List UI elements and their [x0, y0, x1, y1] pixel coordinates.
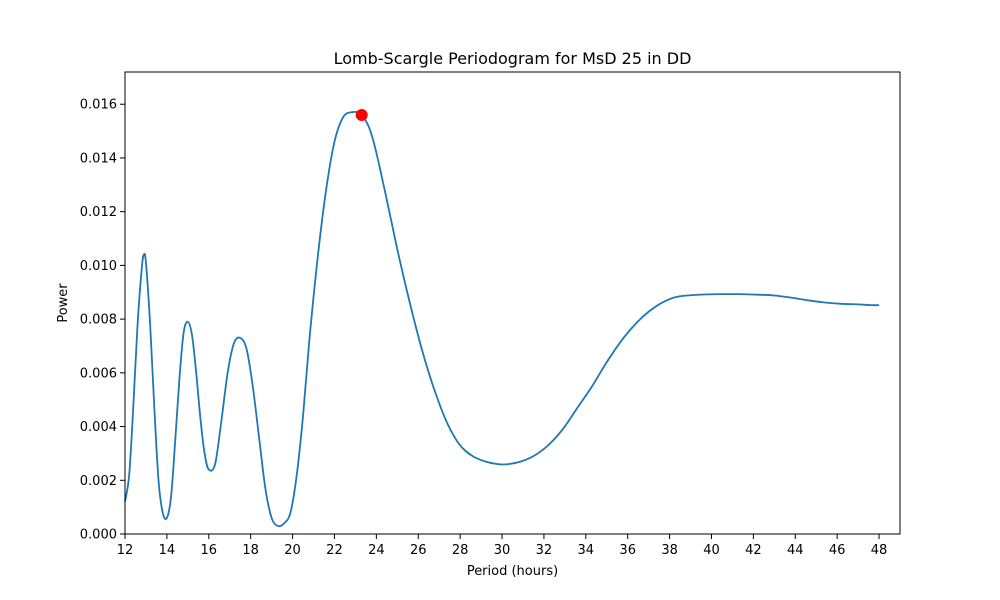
peak-marker [355, 108, 368, 121]
x-tick-label: 30 [494, 543, 511, 558]
x-tick-label: 32 [536, 543, 553, 558]
y-tick-label: 0.004 [80, 420, 117, 435]
x-tick-label: 40 [703, 543, 720, 558]
x-tick-label: 14 [159, 543, 176, 558]
x-tick-label: 26 [410, 543, 427, 558]
x-tick-label: 18 [242, 543, 259, 558]
y-tick-label: 0.016 [80, 98, 117, 113]
x-tick-label: 42 [745, 543, 762, 558]
chart-title: Lomb-Scargle Periodogram for MsD 25 in D… [334, 49, 692, 68]
x-tick-label: 12 [117, 543, 134, 558]
x-tick-label: 16 [201, 543, 218, 558]
x-tick-label: 22 [326, 543, 343, 558]
x-axis-label: Period (hours) [467, 564, 558, 579]
y-tick-label: 0.014 [80, 151, 117, 166]
x-tick-label: 28 [452, 543, 469, 558]
y-tick-label: 0.000 [80, 528, 117, 543]
y-tick-label: 0.002 [80, 474, 117, 489]
x-tick-label: 48 [871, 543, 888, 558]
x-tick-label: 24 [368, 543, 385, 558]
plot-frame [124, 71, 901, 535]
series-line [124, 110, 880, 528]
y-tick-label: 0.006 [80, 366, 117, 381]
x-tick-label: 44 [787, 543, 804, 558]
y-tick-label: 0.010 [80, 259, 117, 274]
x-tick-label: 20 [284, 543, 301, 558]
x-tick-label: 34 [578, 543, 595, 558]
y-axis-label: Power [56, 283, 71, 323]
x-tick-label: 36 [619, 543, 636, 558]
x-tick-label: 38 [661, 543, 678, 558]
y-tick-label: 0.012 [80, 205, 117, 220]
x-tick-label: 46 [829, 543, 846, 558]
y-tick-label: 0.008 [80, 313, 117, 328]
axis-ticks: 12 14 16 18 20 22 24 26 28 30 32 34 36 38 40 42 44 46 48 0.… [80, 98, 888, 558]
